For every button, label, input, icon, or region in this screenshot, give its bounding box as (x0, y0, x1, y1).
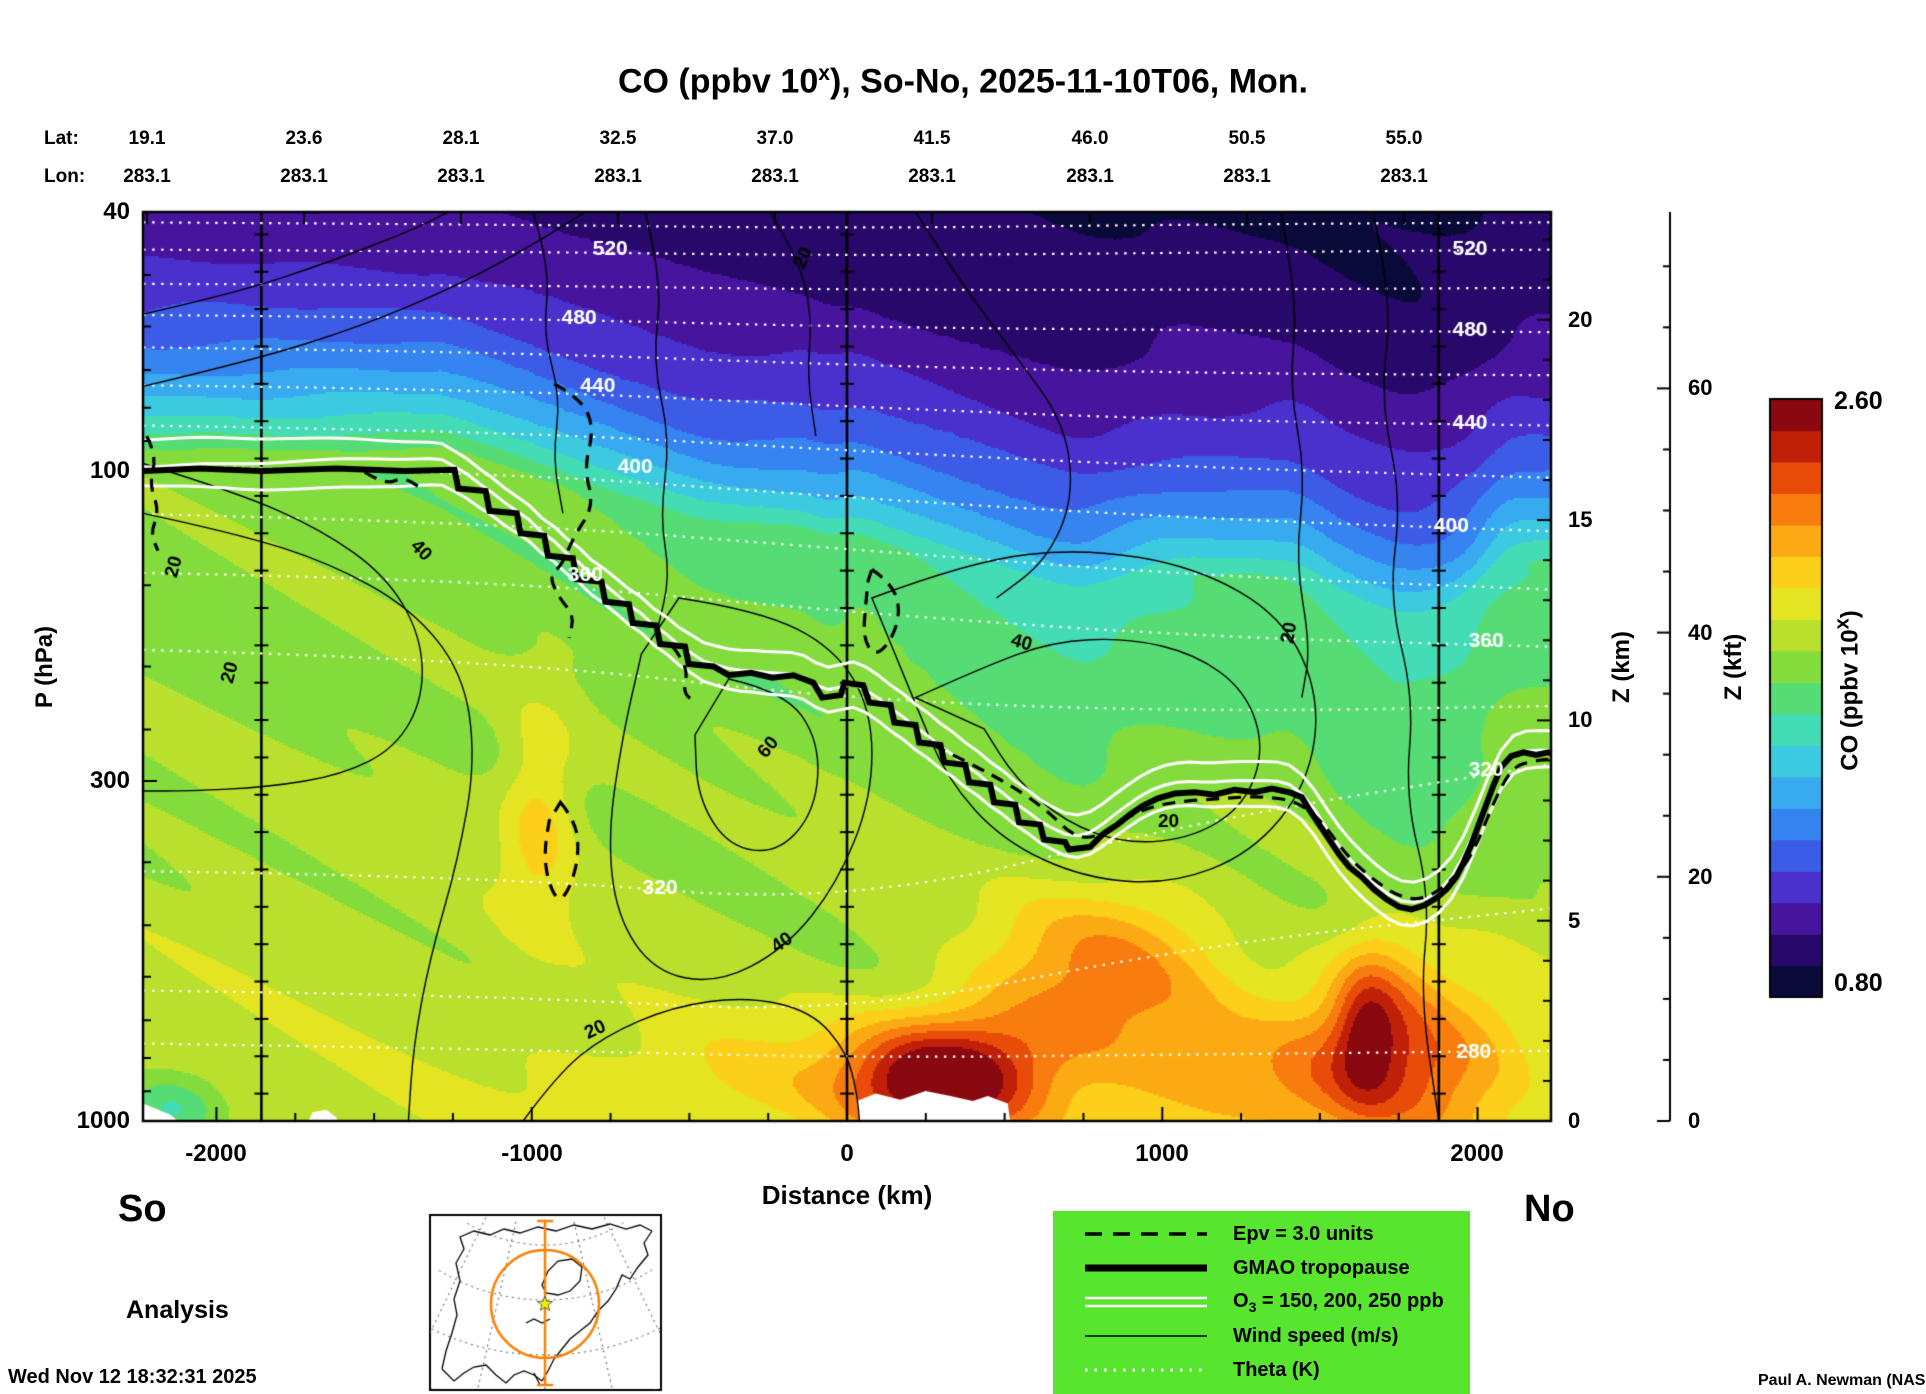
lon-value: 283.1 (908, 166, 956, 187)
zkm-axis-title: Z (km) (1608, 631, 1635, 703)
legend-label-theta: Theta (K) (1233, 1358, 1320, 1381)
lon-value: 283.1 (280, 166, 328, 187)
zkm-tick: 5 (1568, 908, 1581, 933)
legend: Epv = 3.0 units GMAO tropopause O3 = 150… (1053, 1211, 1470, 1394)
epv-line-sample (1085, 1232, 1207, 1236)
title-text: CO (ppbv 10 (617, 62, 819, 101)
lon-value: 283.1 (1380, 166, 1428, 187)
zkft-tick: 20 (1688, 864, 1713, 889)
colorbar-max-label: 2.60 (1834, 387, 1883, 415)
timestamp: Wed Nov 12 18:32:31 2025 (8, 1366, 257, 1388)
lon-value: 283.1 (1223, 166, 1271, 187)
zkft-tick: 40 (1688, 620, 1713, 645)
lat-row-label: Lat: (44, 128, 79, 149)
lon-value: 283.1 (123, 166, 171, 187)
colorbar-title: CO (ppbv 10x) (1832, 591, 1865, 791)
zkm-tick: 0 (1568, 1108, 1581, 1133)
lat-value: 19.1 (128, 128, 166, 149)
wind-line-sample (1085, 1335, 1207, 1337)
pressure-axis-title: P (hPa) (31, 625, 58, 709)
distance-tick: 2000 (1450, 1140, 1504, 1167)
colorbar-min-label: 0.80 (1834, 969, 1883, 997)
lat-value: 28.1 (442, 128, 480, 149)
legend-row-wind: Wind speed (m/s) (1053, 1319, 1470, 1353)
zkft-axis-title: Z (kft) (1720, 633, 1747, 701)
lat-value: 50.5 (1228, 128, 1266, 149)
lat-value: 37.0 (756, 128, 794, 149)
legend-label-tropopause: GMAO tropopause (1233, 1256, 1410, 1279)
zkm-tick: 20 (1568, 307, 1593, 332)
distance-axis-title: Distance (km) (761, 1180, 933, 1210)
pressure-tick: 1000 (76, 1107, 130, 1134)
lon-row-label: Lon: (44, 166, 86, 187)
lat-value: 46.0 (1071, 128, 1109, 149)
colorbar-title-superscript: x (1831, 618, 1854, 630)
distance-tick: -1000 (501, 1140, 563, 1167)
legend-label-epv: Epv = 3.0 units (1233, 1222, 1374, 1245)
colorbar-title-text-2: ) (1836, 610, 1864, 619)
title-text-2: ), So-No, 2025-11-10T06, Mon. (829, 62, 1308, 101)
zkft-tick: 60 (1688, 375, 1713, 400)
zkft-tick: 0 (1688, 1108, 1701, 1133)
distance-tick: 1000 (1135, 1140, 1189, 1167)
lon-value: 283.1 (594, 166, 642, 187)
lat-value: 32.5 (599, 128, 637, 149)
zkm-tick: 15 (1568, 507, 1593, 532)
analysis-label: Analysis (126, 1296, 229, 1324)
theta-line-sample (1085, 1368, 1207, 1372)
distance-tick: 0 (840, 1140, 854, 1167)
lon-value: 283.1 (437, 166, 485, 187)
zkm-tick: 10 (1568, 707, 1593, 732)
page-title: CO (ppbv 10x), So-No, 2025-11-10T06, Mon… (0, 62, 1926, 101)
pressure-tick: 300 (89, 767, 130, 794)
lon-value: 283.1 (751, 166, 799, 187)
tropopause-line-sample (1085, 1264, 1207, 1272)
legend-label-wind: Wind speed (m/s) (1233, 1324, 1399, 1347)
legend-row-ozone: O3 = 150, 200, 250 ppb (1053, 1285, 1470, 1319)
pressure-tick: 40 (103, 198, 130, 225)
endpoint-label-north: No (1524, 1188, 1575, 1230)
lat-value: 41.5 (913, 128, 951, 149)
ozone-line-sample (1085, 1296, 1207, 1308)
distance-tick: -2000 (185, 1140, 247, 1167)
legend-row-theta: Theta (K) (1053, 1353, 1470, 1387)
credit: Paul A. Newman (NASA (1758, 1372, 1926, 1389)
legend-row-tropopause: GMAO tropopause (1053, 1251, 1470, 1285)
lat-value: 23.6 (285, 128, 323, 149)
pressure-tick: 100 (89, 457, 130, 484)
lat-value: 55.0 (1385, 128, 1423, 149)
colorbar-title-text: CO (ppbv 10 (1836, 629, 1864, 771)
legend-label-ozone: O3 = 150, 200, 250 ppb (1233, 1289, 1444, 1315)
endpoint-label-south: So (118, 1188, 167, 1230)
legend-row-epv: Epv = 3.0 units (1053, 1217, 1470, 1251)
lon-value: 283.1 (1066, 166, 1114, 187)
inset-map (430, 1215, 661, 1390)
title-superscript: x (818, 62, 830, 85)
